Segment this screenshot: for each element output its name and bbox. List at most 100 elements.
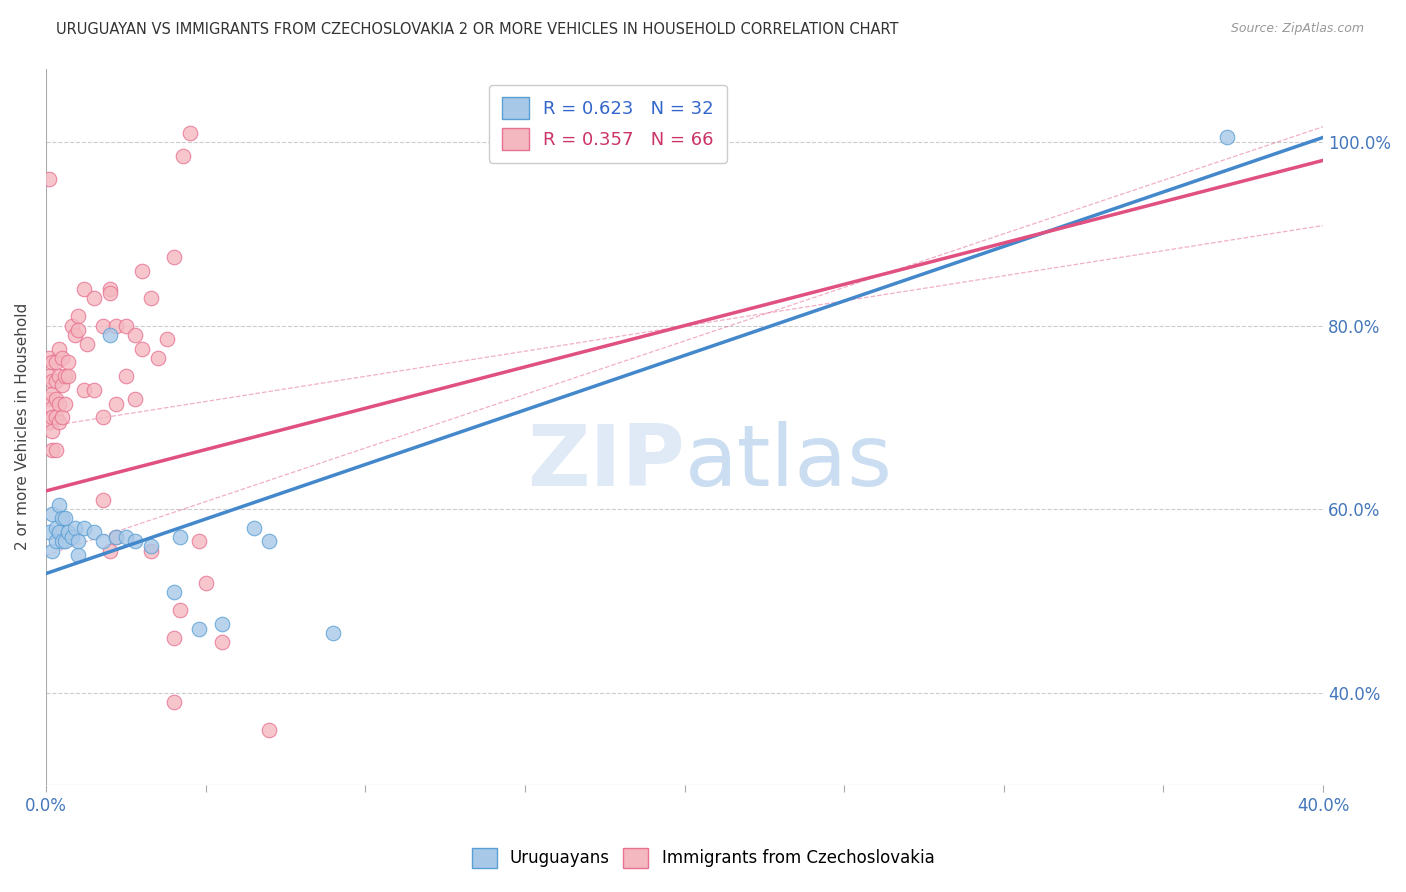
- Point: [60, 318, 83, 333]
- Point: [124, 534, 146, 549]
- Point: [58, 525, 80, 540]
- Point: [45, 410, 67, 425]
- Point: [211, 635, 233, 649]
- Point: [45, 521, 67, 535]
- Point: [41, 424, 63, 438]
- Text: atlas: atlas: [685, 421, 893, 504]
- Point: [179, 126, 201, 140]
- Point: [163, 695, 186, 709]
- Point: [48, 415, 70, 429]
- Point: [169, 530, 191, 544]
- Point: [48, 342, 70, 356]
- Point: [38, 525, 60, 540]
- Point: [98, 327, 121, 342]
- Y-axis label: 2 or more Vehicles in Household: 2 or more Vehicles in Household: [15, 303, 30, 550]
- Point: [114, 369, 136, 384]
- Point: [73, 383, 96, 397]
- Point: [38, 392, 60, 406]
- Point: [66, 548, 89, 562]
- Point: [141, 291, 163, 305]
- Point: [51, 534, 73, 549]
- Point: [73, 282, 96, 296]
- Point: [53, 534, 76, 549]
- Point: [45, 355, 67, 369]
- Point: [124, 392, 146, 406]
- Point: [38, 171, 60, 186]
- Point: [211, 617, 233, 632]
- Point: [114, 318, 136, 333]
- Point: [93, 534, 115, 549]
- Point: [131, 263, 153, 277]
- Point: [163, 585, 186, 599]
- Point: [63, 521, 86, 535]
- Point: [93, 493, 115, 508]
- Point: [45, 442, 67, 457]
- Point: [156, 332, 179, 346]
- Legend: Uruguayans, Immigrants from Czechoslovakia: Uruguayans, Immigrants from Czechoslovak…: [465, 841, 941, 875]
- Point: [45, 534, 67, 549]
- Point: [93, 410, 115, 425]
- Point: [188, 622, 211, 636]
- Point: [48, 397, 70, 411]
- Point: [194, 575, 217, 590]
- Point: [53, 369, 76, 384]
- Point: [41, 442, 63, 457]
- Point: [73, 521, 96, 535]
- Point: [58, 355, 80, 369]
- Point: [66, 310, 89, 324]
- Point: [93, 318, 115, 333]
- Legend: R = 0.623   N = 32, R = 0.357   N = 66: R = 0.623 N = 32, R = 0.357 N = 66: [489, 85, 727, 163]
- Point: [83, 383, 105, 397]
- Point: [105, 530, 128, 544]
- Point: [98, 543, 121, 558]
- Point: [53, 397, 76, 411]
- Point: [41, 401, 63, 416]
- Point: [48, 369, 70, 384]
- Point: [141, 543, 163, 558]
- Point: [58, 369, 80, 384]
- Point: [51, 410, 73, 425]
- Point: [51, 511, 73, 525]
- Point: [60, 530, 83, 544]
- Point: [48, 498, 70, 512]
- Point: [38, 351, 60, 365]
- Point: [114, 530, 136, 544]
- Point: [1216, 130, 1239, 145]
- Point: [76, 337, 98, 351]
- Point: [105, 318, 128, 333]
- Point: [45, 392, 67, 406]
- Point: [63, 327, 86, 342]
- Point: [105, 530, 128, 544]
- Point: [322, 626, 344, 640]
- Point: [98, 282, 121, 296]
- Point: [38, 369, 60, 384]
- Point: [66, 534, 89, 549]
- Point: [141, 539, 163, 553]
- Point: [41, 507, 63, 521]
- Point: [45, 374, 67, 388]
- Text: URUGUAYAN VS IMMIGRANTS FROM CZECHOSLOVAKIA 2 OR MORE VEHICLES IN HOUSEHOLD CORR: URUGUAYAN VS IMMIGRANTS FROM CZECHOSLOVA…: [56, 22, 898, 37]
- Point: [146, 351, 169, 365]
- Point: [172, 149, 194, 163]
- Point: [53, 511, 76, 525]
- Point: [66, 323, 89, 337]
- Point: [131, 342, 153, 356]
- Point: [163, 250, 186, 264]
- Point: [38, 415, 60, 429]
- Point: [105, 397, 128, 411]
- Point: [124, 327, 146, 342]
- Point: [51, 378, 73, 392]
- Point: [41, 543, 63, 558]
- Point: [242, 521, 264, 535]
- Point: [51, 351, 73, 365]
- Point: [259, 534, 281, 549]
- Point: [83, 525, 105, 540]
- Point: [169, 603, 191, 617]
- Text: Source: ZipAtlas.com: Source: ZipAtlas.com: [1230, 22, 1364, 36]
- Point: [41, 387, 63, 401]
- Point: [41, 355, 63, 369]
- Point: [83, 291, 105, 305]
- Text: ZIP: ZIP: [527, 421, 685, 504]
- Point: [41, 374, 63, 388]
- Point: [48, 525, 70, 540]
